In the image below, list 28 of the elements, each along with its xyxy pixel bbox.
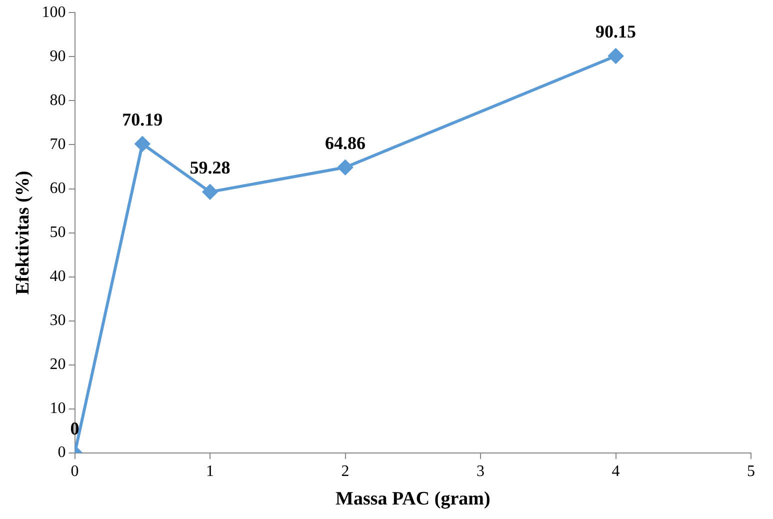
y-tick-label: 40 xyxy=(50,268,66,286)
data-label: 59.28 xyxy=(190,158,230,178)
y-tick-label: 10 xyxy=(50,400,66,418)
data-label: 90.15 xyxy=(596,22,636,42)
y-tick-label: 0 xyxy=(58,444,66,462)
y-tick-label: 30 xyxy=(50,312,66,330)
x-tick-label: 1 xyxy=(206,462,214,480)
y-tick-label: 50 xyxy=(50,224,66,242)
y-tick-label: 60 xyxy=(50,180,66,197)
x-tick-label: 4 xyxy=(612,462,620,480)
y-tick-label: 100 xyxy=(42,4,66,21)
y-tick-label: 20 xyxy=(50,356,66,374)
point xyxy=(202,184,218,200)
point xyxy=(338,160,353,175)
x-axis-title: Massa PAC (gram) xyxy=(336,488,490,510)
y-axis-title: Efektivitas (%) xyxy=(12,170,34,295)
x-tick-label: 2 xyxy=(341,462,350,480)
y-tick-label: 90 xyxy=(50,48,66,65)
y-tick-label: 70 xyxy=(50,136,66,153)
y-tick-label: 80 xyxy=(50,92,66,109)
data-label: 0 xyxy=(70,418,80,439)
data-label: 64.86 xyxy=(325,133,366,154)
data-label: 70.19 xyxy=(122,110,163,130)
point xyxy=(608,48,624,64)
x-tick-label: 0 xyxy=(70,462,79,480)
x-tick-label: 5 xyxy=(747,462,755,480)
point xyxy=(134,136,150,152)
x-tick-label: 3 xyxy=(476,462,485,480)
